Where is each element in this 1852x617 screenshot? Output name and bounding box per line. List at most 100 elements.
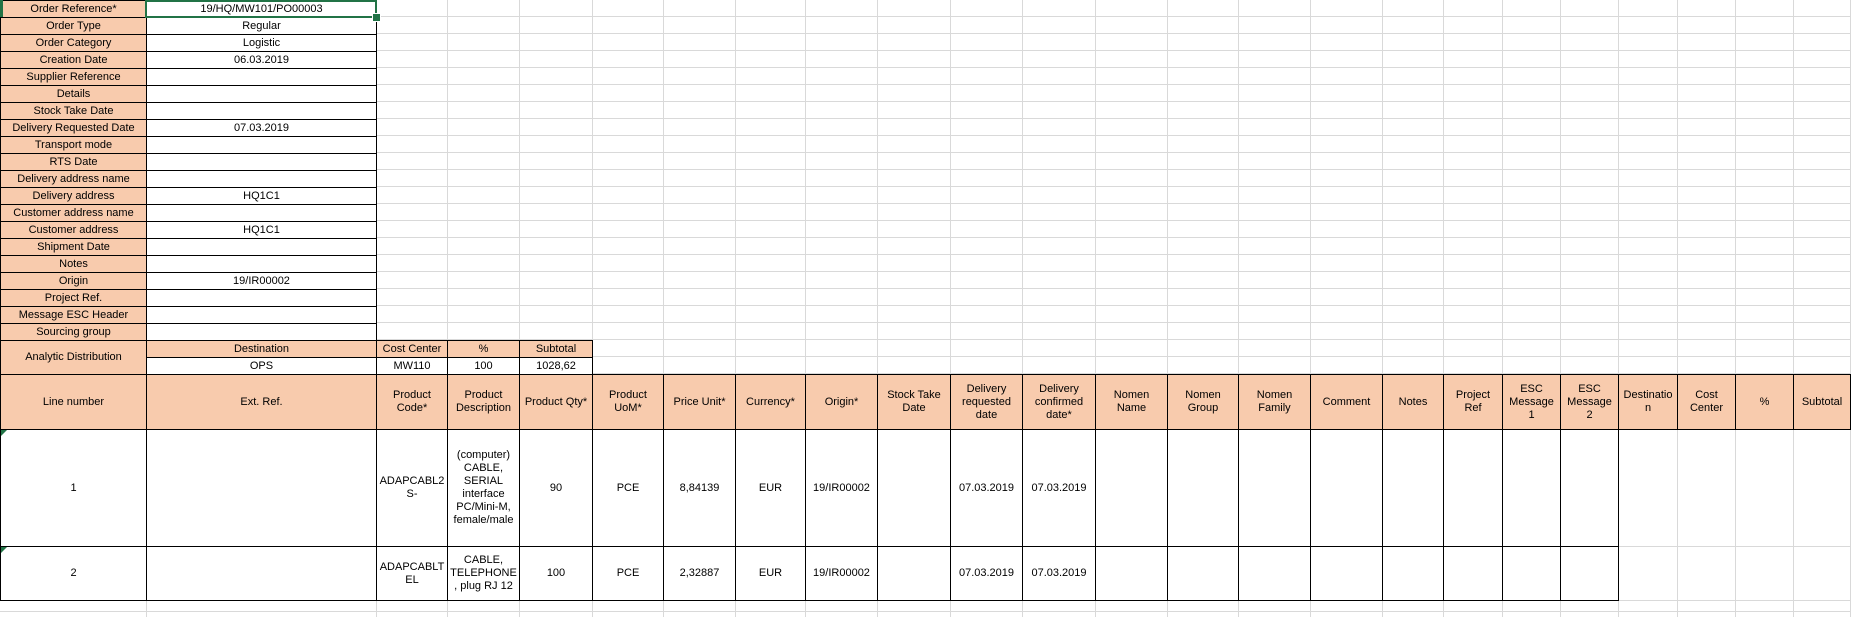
form-label-delivery-address-name: Delivery address name: [0, 170, 147, 188]
cell-currency[interactable]: EUR: [735, 429, 806, 547]
cell-nomen-group[interactable]: [1167, 546, 1239, 601]
form-value-order-reference[interactable]: 19/HQ/MW101/PO00003: [146, 0, 377, 18]
cell-project-ref[interactable]: [1443, 429, 1503, 547]
empty-cells[interactable]: [377, 290, 1851, 307]
analytic-value-subtotal[interactable]: 1028,62: [519, 357, 593, 375]
empty-cells[interactable]: [377, 171, 1851, 188]
form-value-customer-address-name[interactable]: [146, 204, 377, 222]
analytic-value-destination[interactable]: OPS: [146, 357, 377, 375]
selection-fill-handle[interactable]: [372, 13, 381, 22]
empty-cells[interactable]: [593, 341, 1851, 358]
empty-cells[interactable]: [377, 120, 1851, 137]
empty-cells[interactable]: [377, 86, 1851, 103]
form-value-order-type[interactable]: Regular: [146, 17, 377, 35]
analytic-value-cost-center[interactable]: MW110: [376, 357, 448, 375]
form-value-delivery-requested-date[interactable]: 07.03.2019: [146, 119, 377, 137]
cell-percent[interactable]: [1735, 429, 1794, 547]
cell-price-unit[interactable]: 2,32887: [663, 546, 736, 601]
cell-percent[interactable]: [1735, 546, 1794, 601]
cell-delivery-requested-date[interactable]: 07.03.2019: [950, 546, 1023, 601]
cell-product-uom[interactable]: PCE: [592, 429, 664, 547]
cell-esc-message-2[interactable]: [1560, 429, 1619, 547]
empty-cells[interactable]: [377, 307, 1851, 324]
cell-cost-center[interactable]: [1677, 546, 1736, 601]
cell-esc-message-1[interactable]: [1502, 429, 1561, 547]
empty-cells[interactable]: [377, 188, 1851, 205]
form-value-supplier-reference[interactable]: [146, 68, 377, 86]
cell-project-ref[interactable]: [1443, 546, 1503, 601]
cell-stock-take-date[interactable]: [877, 429, 951, 547]
empty-cells[interactable]: [377, 103, 1851, 120]
cell-nomen-group[interactable]: [1167, 429, 1239, 547]
form-value-delivery-address-name[interactable]: [146, 170, 377, 188]
analytic-value-percent[interactable]: 100: [447, 357, 520, 375]
empty-cells[interactable]: [377, 256, 1851, 273]
form-value-sourcing-group[interactable]: [146, 323, 377, 341]
cell-origin[interactable]: 19/IR00002: [805, 546, 878, 601]
cell-ext-ref[interactable]: [146, 429, 377, 547]
cell-ext-ref[interactable]: [146, 546, 377, 601]
cell-esc-message-1[interactable]: [1502, 546, 1561, 601]
empty-cells[interactable]: [1, 601, 1851, 617]
cell-destination[interactable]: [1618, 429, 1678, 547]
cell-nomen-family[interactable]: [1238, 429, 1311, 547]
cell-destination[interactable]: [1618, 546, 1678, 601]
cell-price-unit[interactable]: 8,84139: [663, 429, 736, 547]
col-header-origin: Origin*: [805, 374, 878, 430]
empty-cells[interactable]: [377, 18, 1851, 35]
form-value-origin[interactable]: 19/IR00002: [146, 272, 377, 290]
cell-origin[interactable]: 19/IR00002: [805, 429, 878, 547]
empty-cells[interactable]: [377, 1, 1851, 18]
cell-line-number[interactable]: 1: [0, 429, 147, 547]
form-value-project-ref[interactable]: [146, 289, 377, 307]
form-value-shipment-date[interactable]: [146, 238, 377, 256]
empty-cells[interactable]: [377, 154, 1851, 171]
empty-cells[interactable]: [593, 358, 1851, 375]
form-value-creation-date[interactable]: 06.03.2019: [146, 51, 377, 69]
form-value-customer-address[interactable]: HQ1C1: [146, 221, 377, 239]
cell-line-number[interactable]: 2: [0, 546, 147, 601]
empty-cells[interactable]: [377, 239, 1851, 256]
empty-cells[interactable]: [377, 52, 1851, 69]
col-header-product-qty: Product Qty*: [519, 374, 593, 430]
cell-product-qty[interactable]: 100: [519, 546, 593, 601]
empty-cells[interactable]: [377, 273, 1851, 290]
cell-subtotal[interactable]: [1792, 429, 1852, 547]
cell-product-qty[interactable]: 90: [519, 429, 593, 547]
form-value-stock-take-date[interactable]: [146, 102, 377, 120]
form-value-order-category[interactable]: Logistic: [146, 34, 377, 52]
cell-comment[interactable]: [1310, 546, 1383, 601]
form-value-message-esc-header[interactable]: [146, 306, 377, 324]
form-value-notes[interactable]: [146, 255, 377, 273]
cell-product-description[interactable]: (computer) CABLE, SERIAL interface PC/Mi…: [447, 429, 520, 547]
cell-product-code[interactable]: ADAPCABLTEL: [376, 546, 448, 601]
cell-subtotal[interactable]: [1792, 546, 1852, 601]
cell-notes[interactable]: [1382, 546, 1444, 601]
cell-esc-message-2[interactable]: [1560, 546, 1619, 601]
cell-delivery-confirmed-date[interactable]: 07.03.2019: [1022, 546, 1096, 601]
cell-comment[interactable]: [1310, 429, 1383, 547]
cell-delivery-requested-date[interactable]: 07.03.2019: [950, 429, 1023, 547]
cell-product-uom[interactable]: PCE: [592, 546, 664, 601]
cell-stock-take-date[interactable]: [877, 546, 951, 601]
empty-cells[interactable]: [377, 205, 1851, 222]
cell-nomen-name[interactable]: [1095, 429, 1168, 547]
cell-product-code[interactable]: ADAPCABL2S-: [376, 429, 448, 547]
cell-delivery-confirmed-date[interactable]: 07.03.2019: [1022, 429, 1096, 547]
cell-notes[interactable]: [1382, 429, 1444, 547]
empty-cells[interactable]: [377, 222, 1851, 239]
form-value-details[interactable]: [146, 85, 377, 103]
form-value-transport-mode[interactable]: [146, 136, 377, 154]
cell-currency[interactable]: EUR: [735, 546, 806, 601]
cell-nomen-family[interactable]: [1238, 546, 1311, 601]
cell-nomen-name[interactable]: [1095, 546, 1168, 601]
empty-cells[interactable]: [377, 69, 1851, 86]
empty-cells[interactable]: [377, 35, 1851, 52]
form-value-rts-date[interactable]: [146, 153, 377, 171]
gridline: [735, 0, 736, 617]
empty-cells[interactable]: [377, 324, 1851, 341]
cell-product-description[interactable]: CABLE, TELEPHONE, plug RJ 12: [447, 546, 520, 601]
empty-cells[interactable]: [377, 137, 1851, 154]
form-value-delivery-address[interactable]: HQ1C1: [146, 187, 377, 205]
cell-cost-center[interactable]: [1677, 429, 1736, 547]
